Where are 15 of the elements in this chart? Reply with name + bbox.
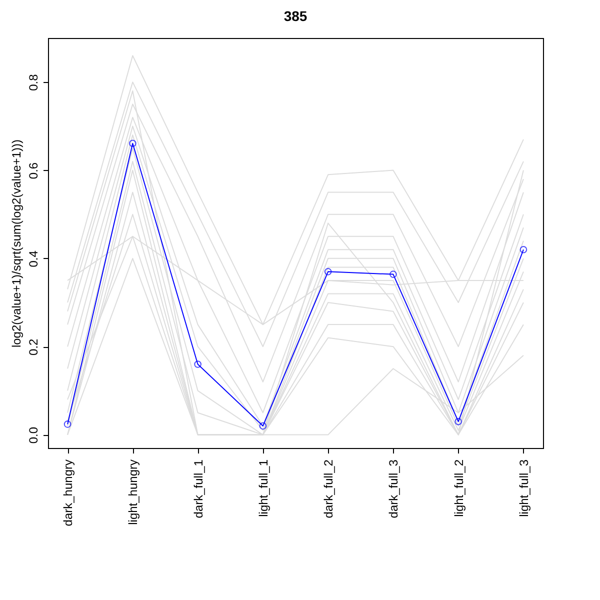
x-tick-label: dark_full_3 — [386, 459, 401, 518]
x-tick-label: light_full_2 — [452, 459, 466, 517]
y-tick-label: 0.6 — [26, 162, 40, 180]
x-tick-label: light_hungry — [126, 460, 140, 525]
chart-title: 385 — [284, 8, 308, 24]
x-tick-label: light_full_1 — [256, 459, 270, 517]
y-tick-label: 0.2 — [26, 338, 40, 356]
y-tick-label: 0.8 — [26, 74, 40, 91]
y-tick-label: 0.0 — [26, 426, 40, 444]
y-axis-title: log2(value+1)/sqrt(sum(log2(value+1))) — [10, 139, 24, 348]
x-tick-label: dark_full_2 — [322, 459, 336, 518]
x-tick-label: dark_hungry — [61, 460, 76, 526]
x-tick-label: dark_full_1 — [191, 459, 206, 518]
x-tick-label: light_full_3 — [516, 459, 531, 517]
y-tick-label: 0.4 — [26, 250, 40, 268]
